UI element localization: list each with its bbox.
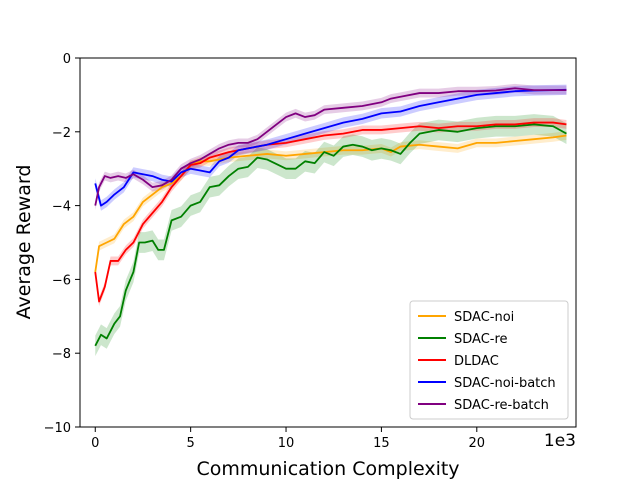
x-axis-label: Communication Complexity bbox=[196, 458, 459, 480]
plot-frame bbox=[79, 57, 577, 428]
line-sdac-noi bbox=[94, 134, 567, 273]
x-tick-label: 5 bbox=[187, 436, 195, 451]
line-sdac-noi-batch bbox=[94, 88, 567, 207]
legend-box bbox=[409, 300, 569, 420]
y-tick-label: −6 bbox=[52, 273, 71, 288]
y-tick-label: −10 bbox=[44, 421, 71, 436]
legend-label-sdac-re-batch: SDAC-re-batch bbox=[454, 398, 549, 413]
series-lines bbox=[94, 87, 567, 347]
x-tick-label: 15 bbox=[373, 436, 390, 451]
x-tick-label: 0 bbox=[91, 436, 99, 451]
y-tick-label: −8 bbox=[52, 347, 71, 362]
line-sdac-re bbox=[94, 123, 567, 347]
y-tick-label: −2 bbox=[52, 126, 71, 141]
band-sdac-re bbox=[95, 114, 567, 357]
line-sdac-re-batch bbox=[94, 87, 567, 206]
x-axis-ticks: 0 5 10 15 20 bbox=[91, 427, 485, 451]
legend: SDAC-noi SDAC-re DLDAC SDAC-noi-batch SDAC-r… bbox=[409, 300, 569, 420]
x-tick-label: 10 bbox=[278, 436, 295, 451]
x-tick-label: 20 bbox=[469, 436, 486, 451]
legend-label-sdac-noi-batch: SDAC-noi-batch bbox=[454, 376, 556, 391]
legend-label-sdac-re: SDAC-re bbox=[454, 332, 508, 347]
y-tick-label: 0 bbox=[63, 52, 71, 67]
x-axis-offset-label: 1e3 bbox=[544, 431, 576, 451]
y-axis-ticks: −10 −8 −6 −4 −2 0 bbox=[44, 52, 80, 436]
y-axis-label: Average Reward bbox=[13, 165, 35, 320]
legend-label-sdac-noi: SDAC-noi bbox=[454, 310, 514, 325]
y-tick-label: −4 bbox=[52, 200, 71, 215]
legend-label-dldac: DLDAC bbox=[454, 354, 499, 369]
